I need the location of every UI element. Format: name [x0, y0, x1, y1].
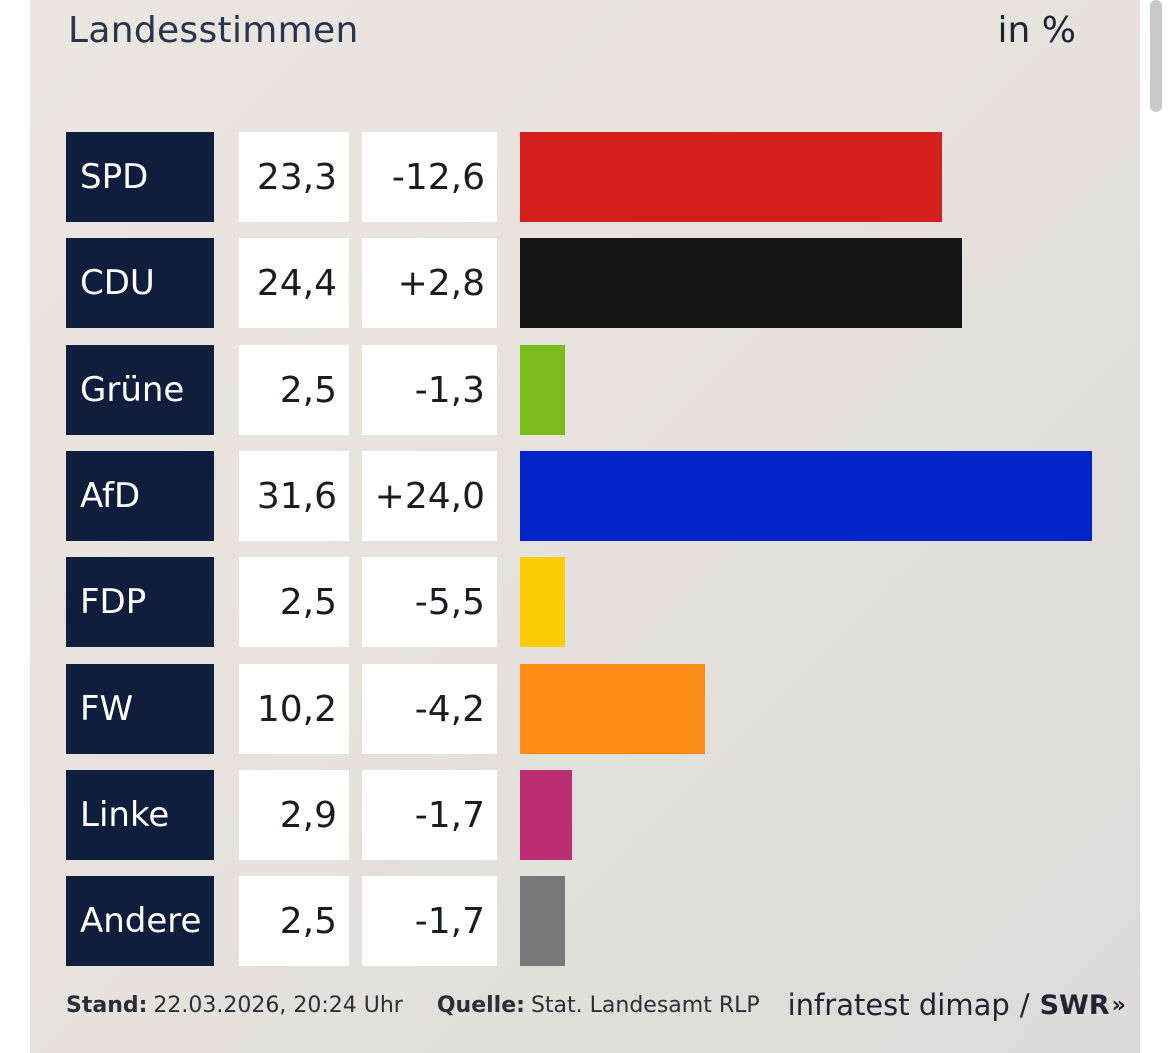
party-label-afd: AfD [66, 451, 214, 541]
party-label-fdp: FDP [66, 557, 214, 647]
bar-linke [520, 770, 572, 860]
bar-andere [520, 876, 565, 966]
pollster-name: infratest dimap [787, 988, 1010, 1022]
vote-share-gruene: 2,5 [239, 345, 349, 435]
vote-share-linke: 2,9 [239, 770, 349, 860]
vote-change-andere: -1,7 [362, 876, 497, 966]
stand-label: Stand: [66, 992, 148, 1018]
party-label-andere: Andere [66, 876, 214, 966]
quelle-label: Quelle: [436, 992, 525, 1018]
vote-change-gruene: -1,3 [362, 345, 497, 435]
vote-change-afd: +24,0 [362, 451, 497, 541]
vote-change-linke: -1,7 [362, 770, 497, 860]
unit-label: in % [997, 10, 1076, 51]
party-label-fw: FW [66, 664, 214, 754]
party-label-linke: Linke [66, 770, 214, 860]
vote-share-fdp: 2,5 [239, 557, 349, 647]
quelle-value: Stat. Landesamt RLP [530, 992, 760, 1018]
vote-change-cdu: +2,8 [362, 238, 497, 328]
broadcaster-logo: SWR [1039, 989, 1110, 1021]
chart-title: Landesstimmen [68, 10, 359, 51]
stand-value: 22.03.2026, 20:24 Uhr [153, 992, 403, 1018]
party-label-gruene: Grüne [66, 345, 214, 435]
bar-spd [520, 132, 942, 222]
vote-share-andere: 2,5 [239, 876, 349, 966]
bar-gruene [520, 345, 565, 435]
footer-separator: / [1019, 988, 1030, 1022]
scrollbar-thumb[interactable] [1150, 0, 1162, 112]
vote-change-fw: -4,2 [362, 664, 497, 754]
party-label-cdu: CDU [66, 238, 214, 328]
bar-fw [520, 664, 705, 754]
vote-change-spd: -12,6 [362, 132, 497, 222]
bar-fdp [520, 557, 565, 647]
bar-cdu [520, 238, 962, 328]
footer: Stand: 22.03.2026, 20:24 Uhr Quelle: Sta… [66, 985, 1126, 1025]
double-chevron-right-icon: » [1111, 992, 1126, 1018]
vote-share-afd: 31,6 [239, 451, 349, 541]
vote-change-fdp: -5,5 [362, 557, 497, 647]
bar-afd [520, 451, 1092, 541]
party-label-spd: SPD [66, 132, 214, 222]
chart-card: Landesstimmen in % SPD 23,3 -12,6 CDU 24,4 +2… [30, 0, 1140, 1053]
vote-share-spd: 23,3 [239, 132, 349, 222]
vote-share-fw: 10,2 [239, 664, 349, 754]
vote-share-cdu: 24,4 [239, 238, 349, 328]
